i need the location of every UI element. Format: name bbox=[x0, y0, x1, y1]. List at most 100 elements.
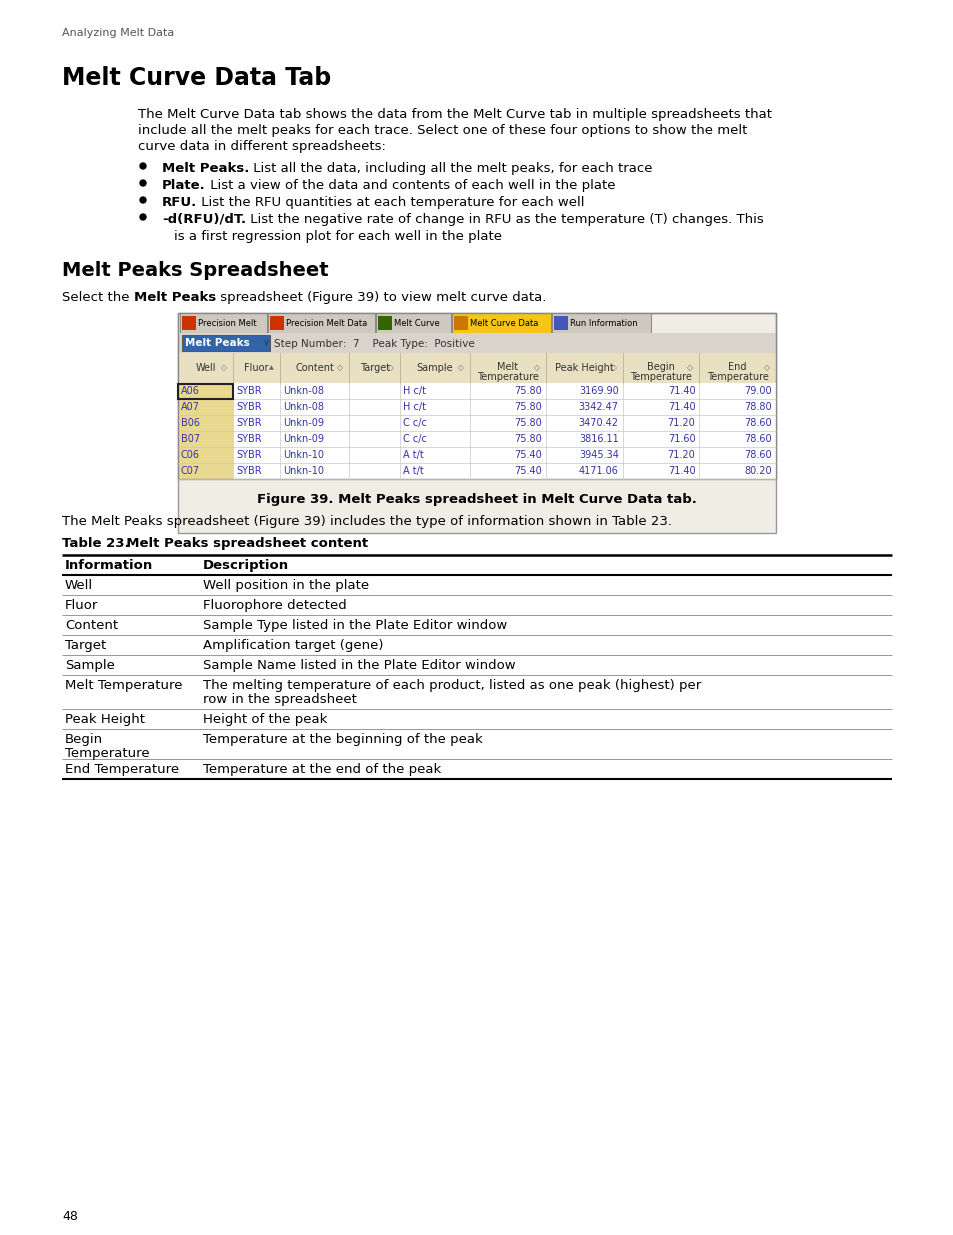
Text: C c/c: C c/c bbox=[403, 417, 427, 429]
Text: Unkn-08: Unkn-08 bbox=[283, 387, 324, 396]
Text: Begin: Begin bbox=[65, 734, 103, 746]
Text: Description: Description bbox=[203, 559, 289, 572]
Text: A t/t: A t/t bbox=[403, 450, 424, 459]
Text: Fluor: Fluor bbox=[65, 599, 98, 613]
Text: 71.40: 71.40 bbox=[667, 466, 695, 475]
Text: Temperature: Temperature bbox=[630, 372, 691, 382]
Text: 78.60: 78.60 bbox=[743, 450, 771, 459]
Text: List the RFU quantities at each temperature for each well: List the RFU quantities at each temperat… bbox=[197, 196, 584, 209]
Text: 80.20: 80.20 bbox=[743, 466, 771, 475]
Text: ◇: ◇ bbox=[763, 363, 769, 373]
Bar bbox=[270, 316, 284, 330]
Text: SYBR: SYBR bbox=[236, 450, 262, 459]
Text: Well: Well bbox=[65, 579, 93, 592]
Text: Peak Height: Peak Height bbox=[65, 713, 145, 726]
Text: spreadsheet (Figure 39) to view melt curve data.: spreadsheet (Figure 39) to view melt cur… bbox=[215, 291, 546, 304]
Bar bbox=[377, 316, 392, 330]
Bar bbox=[178, 399, 233, 415]
Bar bbox=[178, 312, 775, 534]
Text: Well position in the plate: Well position in the plate bbox=[203, 579, 369, 592]
Bar bbox=[178, 431, 775, 447]
Text: Sample: Sample bbox=[65, 659, 114, 672]
Text: Fluorophore detected: Fluorophore detected bbox=[203, 599, 346, 613]
Text: Melt Peaks Spreadsheet: Melt Peaks Spreadsheet bbox=[62, 261, 328, 280]
Circle shape bbox=[140, 198, 146, 203]
Text: 78.60: 78.60 bbox=[743, 433, 771, 445]
Bar bbox=[178, 399, 775, 415]
Text: Information: Information bbox=[65, 559, 153, 572]
Text: Temperature: Temperature bbox=[476, 372, 538, 382]
Bar bbox=[375, 312, 451, 333]
Text: ◇: ◇ bbox=[610, 363, 616, 373]
Text: Melt Peaks: Melt Peaks bbox=[185, 338, 250, 348]
Bar bbox=[178, 463, 233, 479]
Text: 71.20: 71.20 bbox=[667, 450, 695, 459]
Text: 3816.11: 3816.11 bbox=[578, 433, 618, 445]
Text: Plate.: Plate. bbox=[162, 179, 206, 191]
Text: Temperature at the end of the peak: Temperature at the end of the peak bbox=[203, 763, 441, 776]
Text: Melt Curve Data: Melt Curve Data bbox=[470, 319, 537, 327]
Text: Begin: Begin bbox=[646, 362, 675, 372]
Text: Melt Peaks spreadsheet content: Melt Peaks spreadsheet content bbox=[117, 537, 368, 550]
Bar bbox=[178, 447, 775, 463]
Bar bbox=[552, 312, 650, 333]
Text: Unkn-09: Unkn-09 bbox=[283, 433, 324, 445]
Text: row in the spreadsheet: row in the spreadsheet bbox=[203, 693, 356, 706]
Text: Unkn-08: Unkn-08 bbox=[283, 403, 324, 412]
Text: 75.80: 75.80 bbox=[514, 403, 541, 412]
Text: 75.40: 75.40 bbox=[514, 466, 541, 475]
Text: 3945.34: 3945.34 bbox=[578, 450, 618, 459]
Bar bbox=[182, 335, 270, 351]
Text: 75.80: 75.80 bbox=[514, 387, 541, 396]
Text: RFU.: RFU. bbox=[162, 196, 197, 209]
Text: A06: A06 bbox=[181, 387, 200, 396]
Text: Melt: Melt bbox=[497, 362, 517, 372]
Bar bbox=[554, 316, 567, 330]
Text: List a view of the data and contents of each well in the plate: List a view of the data and contents of … bbox=[206, 179, 615, 191]
Text: Target: Target bbox=[359, 363, 390, 373]
Bar bbox=[454, 316, 468, 330]
Bar bbox=[178, 383, 233, 399]
Bar bbox=[178, 431, 233, 447]
Text: The Melt Curve Data tab shows the data from the Melt Curve tab in multiple sprea: The Melt Curve Data tab shows the data f… bbox=[138, 107, 771, 121]
Circle shape bbox=[140, 163, 146, 169]
Text: 3169.90: 3169.90 bbox=[578, 387, 618, 396]
Bar bbox=[178, 333, 775, 353]
Bar bbox=[182, 316, 195, 330]
Text: ◇: ◇ bbox=[534, 363, 539, 373]
Text: Select the: Select the bbox=[62, 291, 133, 304]
Text: Fluor: Fluor bbox=[244, 363, 269, 373]
Text: SYBR: SYBR bbox=[236, 403, 262, 412]
Bar bbox=[178, 415, 775, 431]
Text: Temperature at the beginning of the peak: Temperature at the beginning of the peak bbox=[203, 734, 482, 746]
Text: List the negative rate of change in RFU as the temperature (T) changes. This: List the negative rate of change in RFU … bbox=[246, 212, 763, 226]
Text: 71.40: 71.40 bbox=[667, 403, 695, 412]
Bar bbox=[178, 383, 775, 399]
Text: 4171.06: 4171.06 bbox=[578, 466, 618, 475]
Text: 75.40: 75.40 bbox=[514, 450, 541, 459]
Text: 75.80: 75.80 bbox=[514, 433, 541, 445]
Text: List all the data, including all the melt peaks, for each trace: List all the data, including all the mel… bbox=[249, 162, 652, 175]
Text: Melt Peaks.: Melt Peaks. bbox=[162, 162, 249, 175]
Text: Temperature: Temperature bbox=[65, 747, 150, 760]
Text: ◇: ◇ bbox=[221, 363, 227, 373]
Bar bbox=[268, 312, 375, 333]
Text: Run Information: Run Information bbox=[569, 319, 637, 327]
Bar bbox=[180, 312, 267, 333]
Text: include all the melt peaks for each trace. Select one of these four options to s: include all the melt peaks for each trac… bbox=[138, 124, 746, 137]
Bar bbox=[178, 353, 775, 383]
Text: C07: C07 bbox=[181, 466, 200, 475]
Circle shape bbox=[140, 214, 146, 220]
Text: H c/t: H c/t bbox=[403, 387, 426, 396]
Text: Precision Melt Data: Precision Melt Data bbox=[286, 319, 367, 327]
Text: H c/t: H c/t bbox=[403, 403, 426, 412]
Text: Precision Melt: Precision Melt bbox=[198, 319, 256, 327]
Text: Melt Curve: Melt Curve bbox=[394, 319, 439, 327]
Text: A07: A07 bbox=[181, 403, 200, 412]
Text: Target: Target bbox=[65, 638, 106, 652]
Text: A t/t: A t/t bbox=[403, 466, 424, 475]
Text: Sample: Sample bbox=[416, 363, 453, 373]
Text: Unkn-10: Unkn-10 bbox=[283, 466, 324, 475]
Text: Peak Height: Peak Height bbox=[555, 363, 613, 373]
Text: SYBR: SYBR bbox=[236, 466, 262, 475]
